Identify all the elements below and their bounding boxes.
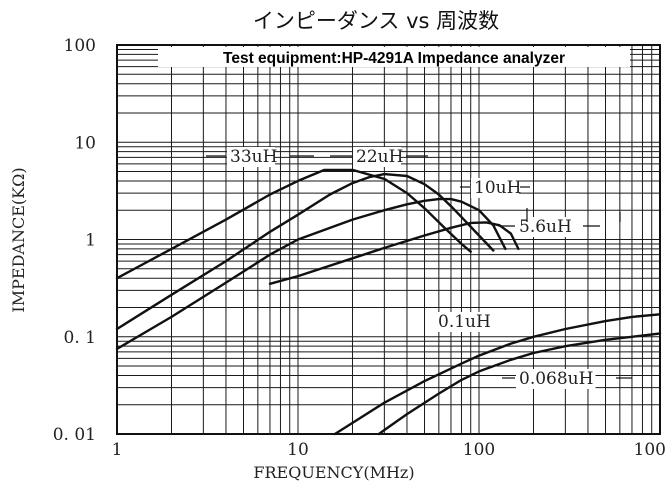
x-axis-label: FREQUENCY(MHz): [253, 463, 414, 482]
x-tick-label: 1: [112, 440, 123, 460]
annotation-background: [158, 47, 630, 67]
y-tick-label: 100: [64, 36, 96, 56]
tick-labels: 1 10 100 100 0. 01 0. 1 1 10 100: [53, 36, 666, 460]
series-label-background: [353, 147, 401, 167]
y-tick-label: 0. 1: [64, 328, 96, 348]
series-labels: 33uH 22uH 10uH 5.6uH 0.1uH 0.068uH: [206, 147, 632, 389]
y-axis-label: IMPEDANCE(KΩ): [9, 167, 28, 312]
series-label-background: [471, 178, 519, 198]
y-tick-label: 0. 01: [53, 425, 96, 445]
series-label-background: [516, 217, 575, 237]
series-label: 10uH: [474, 178, 521, 198]
series-label-background: [435, 312, 494, 332]
series-line: [268, 221, 520, 285]
y-tick-label: 10: [74, 133, 96, 153]
series-line: [377, 332, 662, 436]
x-tick-label: 100: [634, 440, 666, 460]
plot-frame: [116, 44, 661, 435]
x-tick-label: 10: [287, 440, 309, 460]
series-line: [333, 313, 662, 436]
series-line: [115, 168, 472, 280]
series-curves: [115, 168, 662, 436]
y-tick-label: 1: [85, 231, 96, 251]
series-label: 33uH: [230, 147, 277, 167]
series-label: 22uH: [356, 147, 403, 167]
series-line: [115, 172, 495, 331]
x-tick-label: 100: [463, 440, 495, 460]
series-label: 0.1uH: [438, 312, 491, 332]
test-equipment-annotation: Test equipment:HP-4291A Impedance analyz…: [223, 50, 565, 67]
series-line: [115, 197, 507, 351]
series-label: 0.068uH: [519, 369, 593, 389]
series-label-background: [516, 369, 596, 389]
series-label-background: [227, 147, 275, 167]
series-label: 5.6uH: [519, 217, 572, 237]
chart-title: インピーダンス vs 周波数: [253, 9, 499, 33]
